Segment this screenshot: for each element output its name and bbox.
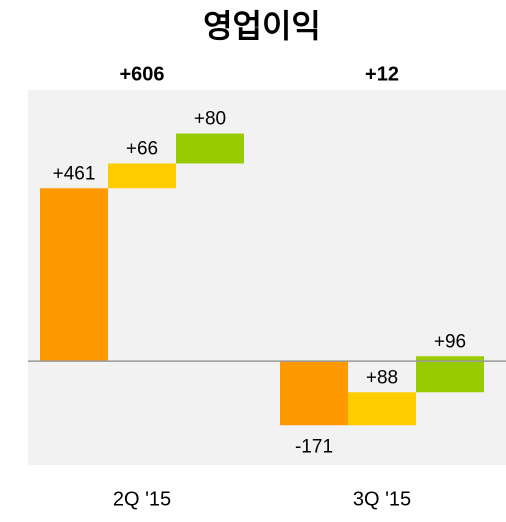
value-label: +461 <box>53 163 96 184</box>
bar <box>108 163 176 189</box>
x-tick-label: 3Q '15 <box>353 488 411 510</box>
value-label: -171 <box>295 436 333 457</box>
value-label: +80 <box>194 109 226 130</box>
x-tick-label: 2Q '15 <box>113 488 171 510</box>
bar <box>348 392 416 426</box>
bar <box>40 188 108 362</box>
value-label: +88 <box>366 367 398 388</box>
total-label: +12 <box>365 63 399 85</box>
value-label: +66 <box>126 139 158 160</box>
bar <box>176 133 244 164</box>
total-label: +606 <box>119 63 164 85</box>
value-label: +96 <box>434 331 466 352</box>
bar <box>280 361 348 426</box>
bar <box>416 356 484 393</box>
chart-title: 영업이익 <box>203 7 321 45</box>
